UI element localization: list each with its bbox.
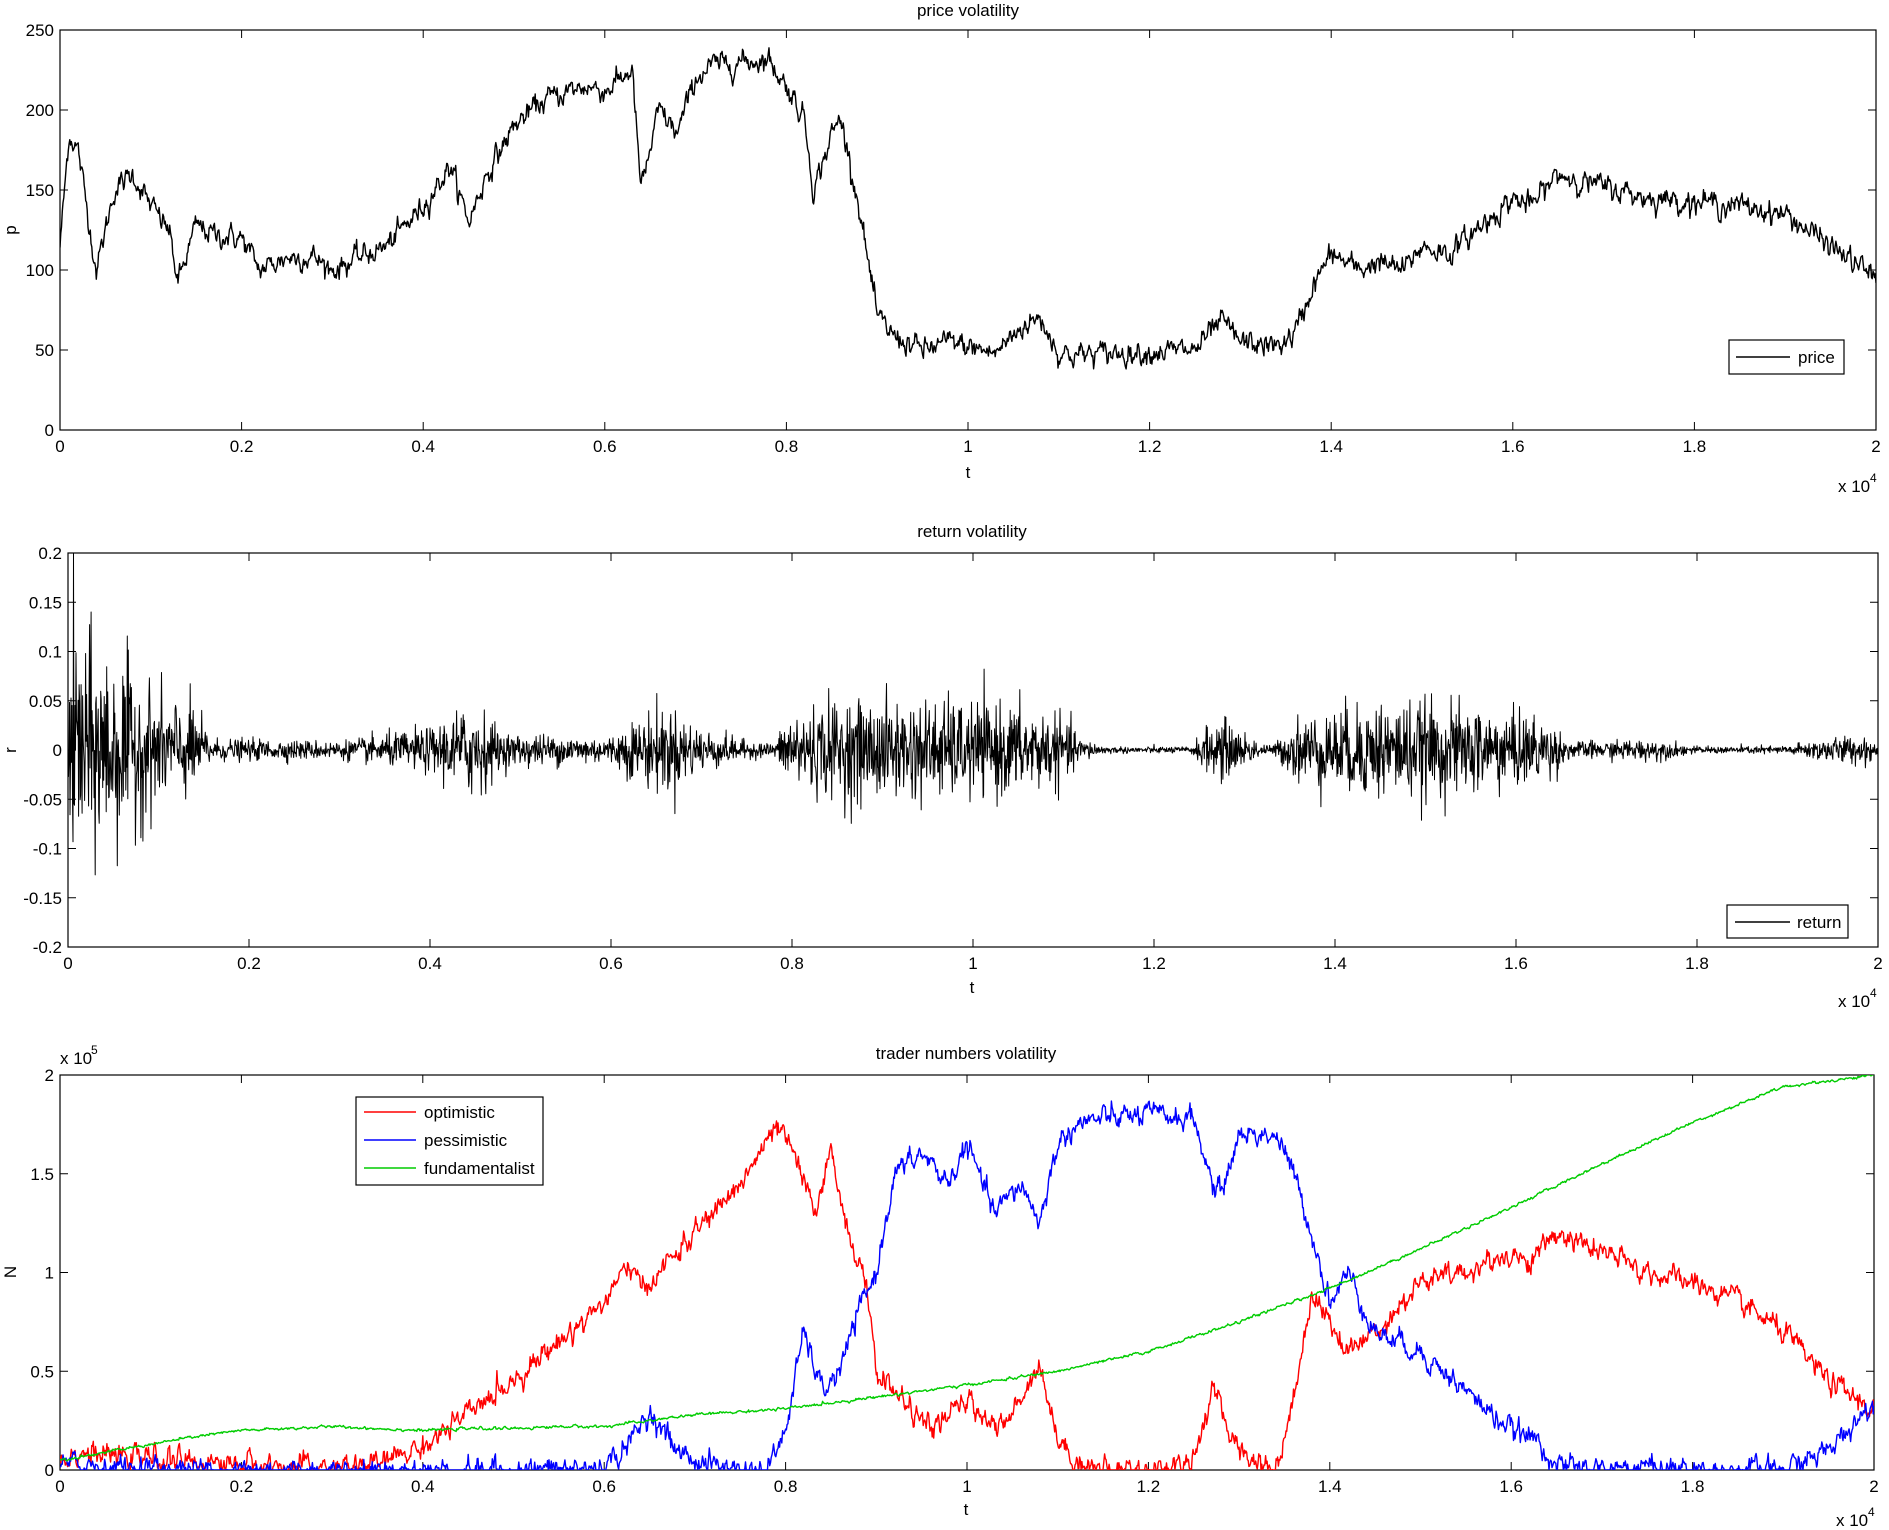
trader-legend-box [355, 1096, 544, 1186]
price-plot-area [59, 29, 1877, 431]
return-x-tick-label: 2 [1873, 954, 1882, 973]
trader-legend: optimistic pessimistic fundamentalist [355, 1096, 544, 1186]
trader-x-tick-label: 1.2 [1137, 1477, 1161, 1496]
price-x-tick-label: 2 [1871, 437, 1880, 456]
price-legend-label: price [1798, 348, 1835, 367]
return-y-axis-label: r [1, 747, 20, 753]
price-x-tick-label: 0.6 [593, 437, 617, 456]
price-x-tick-label: 0.4 [411, 437, 435, 456]
trader-x-tick-label: 0 [55, 1477, 64, 1496]
return-x-tick-label: 1.8 [1685, 954, 1709, 973]
trader-series-fundamentalist [60, 1075, 1874, 1462]
price-x-axis-label: t [966, 463, 971, 482]
trader-y-tick-label: 0 [45, 1461, 54, 1480]
trader-x-tick-label: 1.6 [1499, 1477, 1523, 1496]
trader-chart-title: trader numbers volatility [876, 1044, 1057, 1063]
return-x-exponent: x 10 4 [1838, 986, 1877, 1011]
return-chart-title: return volatility [917, 522, 1027, 541]
return-x-tick-label: 0.4 [418, 954, 442, 973]
return-y-tick-label: 0.2 [38, 544, 62, 563]
trader-x-tick-label: 0.2 [230, 1477, 254, 1496]
trader-x-exponent-base: x 10 [1836, 1511, 1868, 1530]
price-x-tick-label: 1 [963, 437, 972, 456]
trader-x-tick-label: 0.8 [774, 1477, 798, 1496]
trader-x-tick-label: 0.6 [592, 1477, 616, 1496]
trader-x-axis-label: t [964, 1500, 969, 1519]
trader-y-exponent-base: x 10 [60, 1049, 92, 1068]
price-y-tick-label: 150 [26, 181, 54, 200]
trader-x-exponent-power: 4 [1868, 1505, 1875, 1519]
return-x-tick-label: 1.4 [1323, 954, 1347, 973]
trader-x-tick-label: 1.4 [1318, 1477, 1342, 1496]
return-x-exponent-base: x 10 [1838, 992, 1870, 1011]
return-x-tick-label: 1 [968, 954, 977, 973]
legend-label-fundamentalist: fundamentalist [424, 1159, 535, 1178]
price-x-tick-label: 0.8 [775, 437, 799, 456]
return-x-axis-label: t [970, 978, 975, 997]
return-y-tick-label: -0.05 [23, 790, 62, 809]
price-series-price [60, 47, 1876, 370]
trader-x-exponent: x 10 4 [1836, 1505, 1875, 1530]
return-y-tick-label: 0.1 [38, 643, 62, 662]
return-x-tick-label: 1.2 [1142, 954, 1166, 973]
legend-label-pessimistic: pessimistic [424, 1131, 508, 1150]
return-x-tick-label: 0 [63, 954, 72, 973]
return-x-tick-label: 0.8 [780, 954, 804, 973]
trader-y-exponent-power: 5 [91, 1043, 98, 1057]
price-x-tick-label: 0 [55, 437, 64, 456]
return-y-tick-label: 0.05 [29, 692, 62, 711]
price-x-exponent: x 10 4 [1838, 471, 1877, 496]
price-y-tick-label: 250 [26, 21, 54, 40]
trader-y-tick-label: 1 [45, 1264, 54, 1283]
price-y-tick-label: 50 [35, 341, 54, 360]
price-x-tick-label: 1.4 [1319, 437, 1343, 456]
legend-label-optimistic: optimistic [424, 1103, 495, 1122]
return-y-tick-label: -0.1 [33, 840, 62, 859]
price-y-tick-label: 100 [26, 261, 54, 280]
price-chart: price volatility t p x 10 4 0 0.2 0.4 0.6 0.… [1, 1, 1881, 496]
return-chart: return volatility t r x 10 4 0 0.2 0.4 0.6 0… [1, 522, 1883, 1011]
price-x-exponent-base: x 10 [1838, 477, 1870, 496]
return-y-tick-label: -0.2 [33, 938, 62, 957]
trader-x-tick-label: 1.8 [1681, 1477, 1705, 1496]
trader-plot-area [59, 1074, 1875, 1471]
price-legend: price [1728, 339, 1845, 375]
trader-x-tick-label: 0.4 [411, 1477, 435, 1496]
trader-y-exponent: x 10 5 [60, 1043, 98, 1068]
trader-y-tick-label: 2 [45, 1066, 54, 1085]
price-y-tick-label: 200 [26, 101, 54, 120]
trader-x-tick-label: 2 [1869, 1477, 1878, 1496]
trader-series-optimistic [60, 1120, 1874, 1470]
return-x-tick-label: 0.2 [237, 954, 261, 973]
price-x-tick-label: 1.2 [1138, 437, 1162, 456]
price-x-tick-label: 1.8 [1683, 437, 1707, 456]
return-y-tick-label: 0 [53, 741, 62, 760]
trader-y-tick-label: 0.5 [30, 1362, 54, 1381]
price-x-tick-label: 1.6 [1501, 437, 1525, 456]
return-legend-label: return [1797, 913, 1841, 932]
price-y-axis-label: p [1, 225, 20, 234]
trader-x-tick-label: 1 [962, 1477, 971, 1496]
return-legend: return [1726, 904, 1849, 939]
trader-y-axis-label: N [1, 1266, 20, 1278]
return-x-exponent-power: 4 [1870, 986, 1877, 1000]
return-y-tick-label: 0.15 [29, 593, 62, 612]
return-x-tick-label: 0.6 [599, 954, 623, 973]
price-chart-title: price volatility [917, 1, 1020, 20]
return-y-tick-label: -0.15 [23, 889, 62, 908]
trader-chart: trader numbers volatility t N x 10 4 x 1… [1, 1043, 1879, 1530]
trader-series-pessimistic [60, 1100, 1874, 1470]
price-x-tick-label: 0.2 [230, 437, 254, 456]
return-x-tick-label: 1.6 [1504, 954, 1528, 973]
trader-y-tick-label: 1.5 [30, 1165, 54, 1184]
price-y-tick-label: 0 [45, 421, 54, 440]
return-series-return [68, 553, 1878, 876]
price-x-exponent-power: 4 [1870, 471, 1877, 485]
